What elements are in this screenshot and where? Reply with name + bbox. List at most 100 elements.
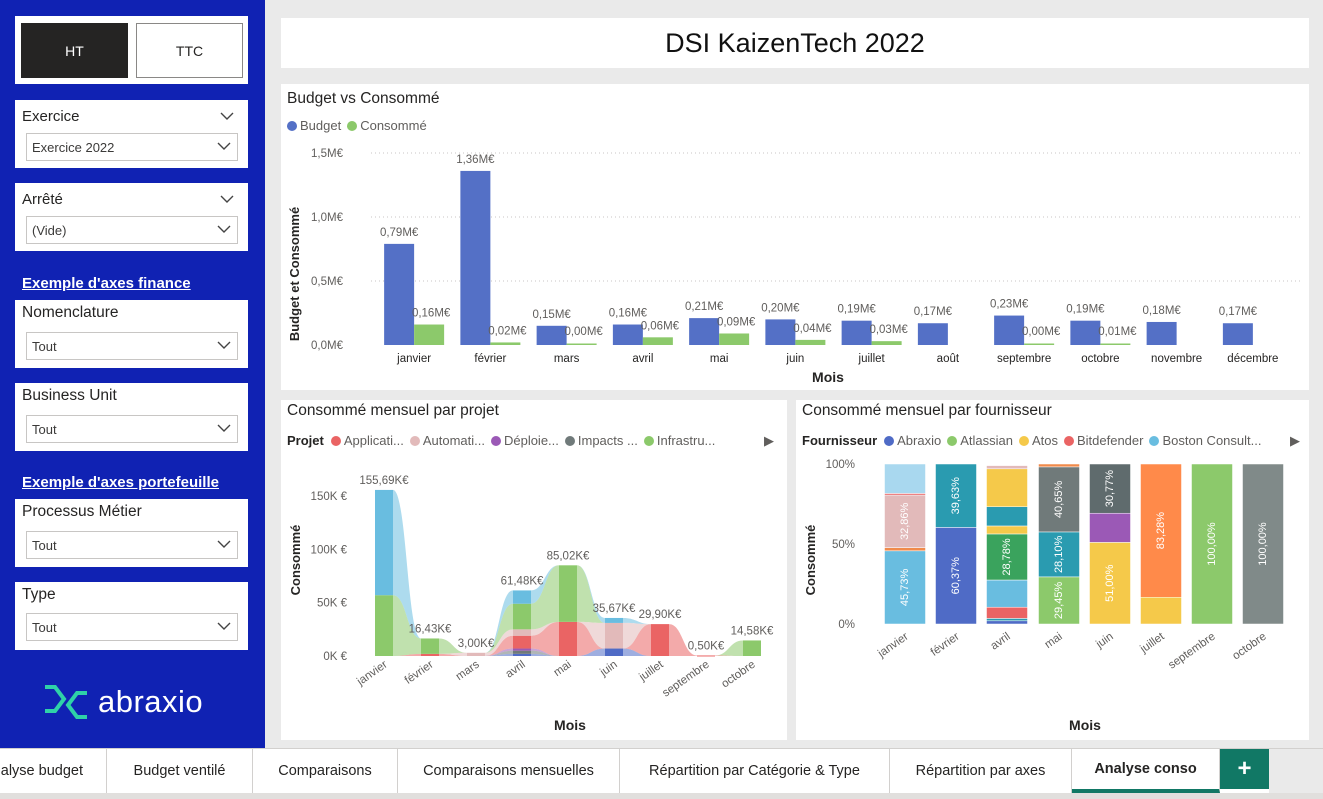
type-dropdown[interactable]: Tout [26, 613, 238, 641]
legend-item[interactable]: Déploie... [490, 433, 559, 448]
stack-segment[interactable] [605, 648, 623, 656]
conso-bar[interactable] [566, 343, 597, 346]
stack-segment[interactable] [1038, 576, 1080, 625]
conso-bar[interactable] [642, 337, 673, 345]
budget-bar[interactable] [1070, 320, 1101, 345]
stack-segment[interactable] [1242, 463, 1284, 625]
tab-page[interactable]: Budget ventilé [107, 749, 253, 793]
legend-item[interactable]: Applicati... [330, 433, 404, 448]
stack-segment[interactable] [513, 590, 531, 604]
legend-item[interactable]: Abraxio [884, 433, 941, 448]
stack-segment[interactable] [697, 655, 715, 657]
tab-page[interactable]: Analyse conso [1072, 749, 1220, 793]
finance-axes-link[interactable]: Exemple d'axes finance [22, 275, 191, 292]
stack-segment[interactable] [986, 465, 1028, 470]
tab-page[interactable]: Analyse budget [0, 749, 107, 793]
stack-segment[interactable] [986, 525, 1028, 535]
stack-segment[interactable] [467, 652, 485, 656]
stack-segment[interactable] [884, 494, 926, 548]
budget-bar[interactable] [384, 243, 415, 345]
stack-segment[interactable] [986, 618, 1028, 622]
legend-item[interactable]: Atlassian [947, 433, 1013, 448]
stack-segment[interactable] [513, 650, 531, 654]
stack-segment[interactable] [421, 638, 439, 654]
ttc-button[interactable]: TTC [136, 23, 243, 78]
stack-segment[interactable] [605, 622, 623, 649]
add-page-button[interactable]: + [1220, 749, 1269, 789]
stack-segment[interactable] [986, 620, 1028, 625]
stack-segment[interactable] [884, 547, 926, 552]
legend-item[interactable]: Infrastru... [643, 433, 715, 448]
stack-segment[interactable] [559, 621, 577, 656]
stack-segment[interactable] [986, 579, 1028, 608]
stack-segment[interactable] [935, 463, 977, 528]
portfolio-axes-link[interactable]: Exemple d'axes portefeuille [22, 474, 219, 491]
conso-bar[interactable] [1100, 343, 1131, 346]
stack-segment[interactable] [651, 624, 669, 656]
legend-item[interactable]: Atos [1018, 433, 1058, 448]
stack-segment[interactable] [1191, 463, 1233, 625]
conso-bar[interactable] [1024, 343, 1055, 346]
tab-page[interactable]: Répartition par axes [890, 749, 1072, 793]
conso-bar[interactable] [414, 324, 445, 345]
legend-item[interactable]: Bitdefender [1063, 433, 1143, 448]
tab-page[interactable]: Comparaisons [253, 749, 398, 793]
budget-bar[interactable] [994, 315, 1025, 345]
budget-bar[interactable] [460, 170, 491, 345]
stack-segment[interactable] [1140, 463, 1182, 598]
chevron-down-icon[interactable] [220, 191, 234, 207]
stack-segment[interactable] [1038, 466, 1080, 533]
conso-bar[interactable] [871, 341, 902, 345]
stack-segment[interactable] [559, 565, 577, 622]
stack-segment[interactable] [986, 533, 1028, 581]
stack-segment[interactable] [884, 463, 926, 494]
legend-next-arrow-icon[interactable]: ▶ [1290, 433, 1300, 448]
stack-segment[interactable] [884, 550, 926, 625]
stack-segment[interactable] [421, 653, 439, 656]
budget-bar[interactable] [1146, 321, 1177, 345]
budget-bar[interactable] [841, 320, 872, 345]
legend-next-arrow-icon[interactable]: ▶ [764, 433, 774, 448]
tab-page[interactable]: Comparaisons mensuelles [398, 749, 620, 793]
conso-bar[interactable] [795, 339, 826, 345]
budget-bar[interactable] [917, 323, 948, 345]
arrete-dropdown[interactable]: (Vide) [26, 216, 238, 244]
stack-segment[interactable] [375, 489, 393, 596]
stack-segment[interactable] [1038, 463, 1080, 468]
exercice-dropdown[interactable]: Exercice 2022 [26, 133, 238, 161]
stack-segment[interactable] [375, 595, 393, 656]
legend-item-budget[interactable]: Budget [287, 118, 341, 133]
stack-segment[interactable] [605, 617, 623, 623]
stack-segment[interactable] [935, 527, 977, 625]
stack-segment[interactable] [513, 648, 531, 651]
stack-segment[interactable] [1140, 596, 1182, 625]
stack-segment[interactable] [743, 640, 761, 656]
stack-segment[interactable] [1089, 463, 1131, 514]
stack-segment[interactable] [513, 603, 531, 630]
chevron-down-icon[interactable] [220, 108, 234, 124]
stack-segment[interactable] [986, 506, 1028, 527]
nomenclature-dropdown[interactable]: Tout [26, 332, 238, 360]
stack-segment[interactable] [1089, 542, 1131, 625]
budget-bar[interactable] [689, 318, 720, 345]
conso-bar[interactable] [490, 342, 521, 345]
ht-button[interactable]: HT [21, 23, 128, 78]
tab-page[interactable]: Répartition par Catégorie & Type [620, 749, 890, 793]
stack-segment[interactable] [513, 635, 531, 649]
conso-bar[interactable] [719, 333, 750, 345]
budget-bar[interactable] [536, 325, 567, 345]
budget-bar[interactable] [765, 319, 796, 345]
budget-bar[interactable] [1222, 323, 1253, 345]
stack-segment[interactable] [513, 629, 531, 636]
stack-segment[interactable] [513, 653, 531, 656]
budget-bar[interactable] [612, 324, 643, 345]
business-unit-dropdown[interactable]: Tout [26, 415, 238, 443]
stack-segment[interactable] [986, 468, 1028, 508]
stack-segment[interactable] [986, 606, 1028, 619]
legend-item-conso[interactable]: Consommé [347, 118, 427, 133]
legend-item[interactable]: Boston Consult... [1149, 433, 1261, 448]
stack-segment[interactable] [1089, 512, 1131, 543]
legend-item[interactable]: Impacts ... [564, 433, 638, 448]
processus-dropdown[interactable]: Tout [26, 531, 238, 559]
legend-item[interactable]: Automati... [409, 433, 485, 448]
